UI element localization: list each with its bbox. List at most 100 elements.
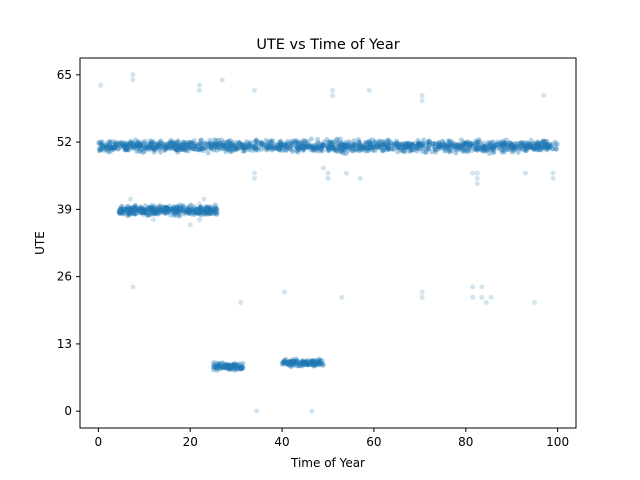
data-point-cluster-0 bbox=[427, 142, 433, 148]
data-point-cluster-0 bbox=[120, 142, 126, 148]
data-point-cluster-0 bbox=[240, 142, 246, 148]
data-point-cluster-2 bbox=[226, 363, 232, 369]
data-point-cluster-3 bbox=[317, 357, 323, 363]
data-point-cluster-0 bbox=[151, 145, 157, 151]
data-point-cluster-0 bbox=[425, 141, 431, 147]
data-point-cluster-0 bbox=[481, 143, 487, 149]
data-point-cluster-2 bbox=[226, 366, 232, 372]
data-point-cluster-0 bbox=[232, 143, 238, 149]
data-point-cluster-0 bbox=[435, 146, 441, 152]
data-point-cluster-0 bbox=[303, 144, 309, 150]
data-point-cluster-3 bbox=[300, 359, 306, 365]
data-point-cluster-0 bbox=[100, 144, 106, 150]
data-point-cluster-1 bbox=[163, 210, 169, 216]
data-point-cluster-0 bbox=[473, 141, 479, 147]
data-point-cluster-2 bbox=[230, 365, 236, 371]
data-point-cluster-0 bbox=[278, 143, 284, 149]
data-point-cluster-0 bbox=[337, 140, 343, 146]
data-point-cluster-0 bbox=[512, 141, 518, 147]
data-point-cluster-1 bbox=[191, 208, 197, 214]
data-point-cluster-0 bbox=[437, 142, 443, 148]
data-point-cluster-0 bbox=[347, 144, 353, 150]
data-point-cluster-0 bbox=[187, 145, 193, 151]
data-point-cluster-0 bbox=[429, 149, 435, 155]
data-point-cluster-0 bbox=[396, 143, 402, 149]
data-point-cluster-0 bbox=[241, 141, 247, 147]
data-point-cluster-1 bbox=[214, 211, 220, 217]
data-point-cluster-1 bbox=[138, 206, 144, 212]
data-point-cluster-0 bbox=[375, 145, 381, 151]
data-point-cluster-0 bbox=[123, 146, 129, 152]
data-point-cluster-3 bbox=[292, 360, 298, 366]
data-point-cluster-1 bbox=[163, 209, 169, 215]
data-point-cluster-1 bbox=[124, 209, 130, 215]
data-point-cluster-0 bbox=[329, 143, 335, 149]
data-point-cluster-0 bbox=[484, 147, 490, 153]
data-point-cluster-1 bbox=[122, 207, 128, 213]
data-point-cluster-1 bbox=[145, 212, 151, 218]
data-point-cluster-1 bbox=[175, 204, 181, 210]
data-point-cluster-0 bbox=[228, 142, 234, 148]
data-point-cluster-0 bbox=[343, 139, 349, 145]
data-point-cluster-0 bbox=[385, 139, 391, 145]
data-point-cluster-0 bbox=[481, 144, 487, 150]
data-point-cluster-0 bbox=[492, 144, 498, 150]
data-point-cluster-0 bbox=[173, 146, 179, 152]
data-point-cluster-0 bbox=[220, 141, 226, 147]
data-point-cluster-0 bbox=[138, 148, 144, 154]
data-point-cluster-0 bbox=[332, 146, 338, 152]
data-point-cluster-0 bbox=[318, 142, 324, 148]
data-point-cluster-0 bbox=[356, 137, 362, 143]
data-point-cluster-0 bbox=[150, 139, 156, 145]
data-point-cluster-2 bbox=[225, 362, 231, 368]
data-point-cluster-0 bbox=[373, 143, 379, 149]
data-point-cluster-1 bbox=[175, 203, 181, 209]
data-point-cluster-1 bbox=[194, 206, 200, 212]
data-point-cluster-0 bbox=[499, 142, 505, 148]
data-point-cluster-0 bbox=[192, 143, 198, 149]
data-point-cluster-0 bbox=[349, 143, 355, 149]
data-point-cluster-0 bbox=[461, 145, 467, 151]
data-point-cluster-0 bbox=[150, 145, 156, 151]
data-point-cluster-3 bbox=[305, 359, 311, 365]
data-point-cluster-0 bbox=[125, 145, 131, 151]
data-point-cluster-0 bbox=[282, 144, 288, 150]
data-point-cluster-3 bbox=[312, 360, 318, 366]
data-point-cluster-0 bbox=[360, 144, 366, 150]
data-point-cluster-0 bbox=[391, 146, 397, 152]
data-point-cluster-0 bbox=[177, 147, 183, 153]
data-point-cluster-1 bbox=[212, 202, 218, 208]
data-point-cluster-0 bbox=[408, 142, 414, 148]
data-point-cluster-0 bbox=[258, 139, 264, 145]
data-point-cluster-0 bbox=[357, 144, 363, 150]
data-point-cluster-0 bbox=[329, 141, 335, 147]
data-point-cluster-0 bbox=[468, 143, 474, 149]
data-point-cluster-1 bbox=[153, 209, 159, 215]
data-point-cluster-3 bbox=[294, 359, 300, 365]
data-point-cluster-0 bbox=[191, 146, 197, 152]
data-point-cluster-0 bbox=[242, 147, 248, 153]
data-point-cluster-0 bbox=[503, 140, 509, 146]
data-point-cluster-0 bbox=[320, 142, 326, 148]
data-point-cluster-0 bbox=[265, 139, 271, 145]
data-point-outlier bbox=[187, 222, 193, 228]
data-point-cluster-0 bbox=[105, 146, 111, 152]
data-point-cluster-1 bbox=[124, 212, 130, 218]
data-point-cluster-1 bbox=[195, 206, 201, 212]
data-point-cluster-1 bbox=[185, 207, 191, 213]
data-point-cluster-1 bbox=[123, 207, 129, 213]
data-point-cluster-0 bbox=[170, 140, 176, 146]
data-point-cluster-0 bbox=[185, 142, 191, 148]
data-point-cluster-3 bbox=[280, 359, 286, 365]
data-point-cluster-2 bbox=[239, 364, 245, 370]
data-point-cluster-0 bbox=[396, 141, 402, 147]
data-point-cluster-1 bbox=[147, 207, 153, 213]
data-point-cluster-0 bbox=[486, 139, 492, 145]
data-point-cluster-0 bbox=[304, 144, 310, 150]
data-point-cluster-0 bbox=[105, 140, 111, 146]
data-point-cluster-0 bbox=[285, 138, 291, 144]
data-point-cluster-3 bbox=[305, 361, 311, 367]
data-point-cluster-3 bbox=[291, 358, 297, 364]
data-point-cluster-0 bbox=[350, 144, 356, 150]
data-point-cluster-2 bbox=[223, 364, 229, 370]
